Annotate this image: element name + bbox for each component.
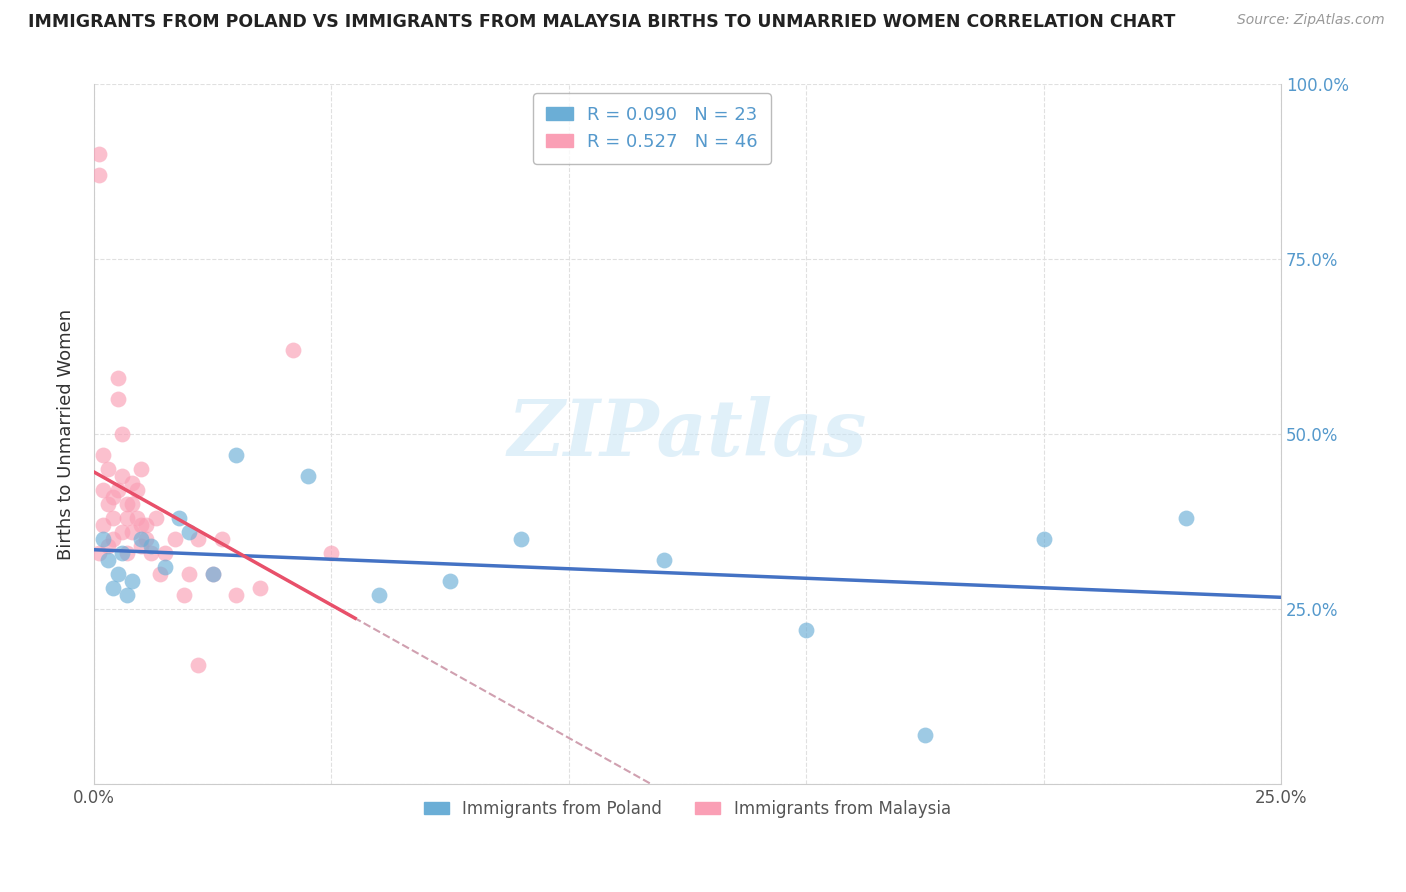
Point [225,448,247,462]
Point [97,553,120,567]
Point [111,427,134,442]
Point [107,371,129,385]
Point [115,511,138,525]
Point [297,469,319,483]
Point [149,566,172,581]
Point [87,169,110,183]
Point [111,524,134,539]
Point [131,518,153,533]
Point [107,483,129,497]
Point [135,532,157,546]
Point [794,623,817,637]
Point [1175,511,1198,525]
Point [321,546,343,560]
Point [139,539,162,553]
Point [93,518,115,533]
Point [101,490,124,504]
Point [115,588,138,602]
Point [97,539,120,553]
Point [121,497,143,511]
Point [97,497,120,511]
Point [107,566,129,581]
Text: Source: ZipAtlas.com: Source: ZipAtlas.com [1237,13,1385,28]
Point [367,588,389,602]
Point [125,511,148,525]
Point [101,581,124,595]
Point [153,546,176,560]
Point [111,469,134,483]
Text: IMMIGRANTS FROM POLAND VS IMMIGRANTS FROM MALAYSIA BIRTHS TO UNMARRIED WOMEN COR: IMMIGRANTS FROM POLAND VS IMMIGRANTS FRO… [28,13,1175,31]
Point [145,511,167,525]
Text: ZIPatlas: ZIPatlas [508,396,868,473]
Y-axis label: Births to Unmarried Women: Births to Unmarried Women [58,309,75,559]
Point [914,728,936,742]
Point [135,518,157,533]
Point [139,546,162,560]
Point [121,524,143,539]
Point [93,448,115,462]
Legend: Immigrants from Poland, Immigrants from Malaysia: Immigrants from Poland, Immigrants from … [418,793,957,824]
Point [283,343,305,358]
Point [439,574,461,588]
Point [201,566,224,581]
Point [111,546,134,560]
Point [93,532,115,546]
Point [225,588,247,602]
Point [93,483,115,497]
Point [125,483,148,497]
Point [510,532,533,546]
Point [177,524,200,539]
Point [249,581,271,595]
Point [115,497,138,511]
Point [1032,532,1054,546]
Point [201,566,224,581]
Point [121,574,143,588]
Point [115,546,138,560]
Point [211,532,233,546]
Point [177,566,200,581]
Point [97,462,120,476]
Point [131,539,153,553]
Point [187,657,209,672]
Point [101,532,124,546]
Point [87,546,110,560]
Point [173,588,195,602]
Point [169,511,191,525]
Point [121,476,143,491]
Point [107,392,129,406]
Point [187,532,209,546]
Point [153,560,176,574]
Point [652,553,675,567]
Point [101,511,124,525]
Point [163,532,186,546]
Point [87,147,110,161]
Point [131,532,153,546]
Point [131,462,153,476]
